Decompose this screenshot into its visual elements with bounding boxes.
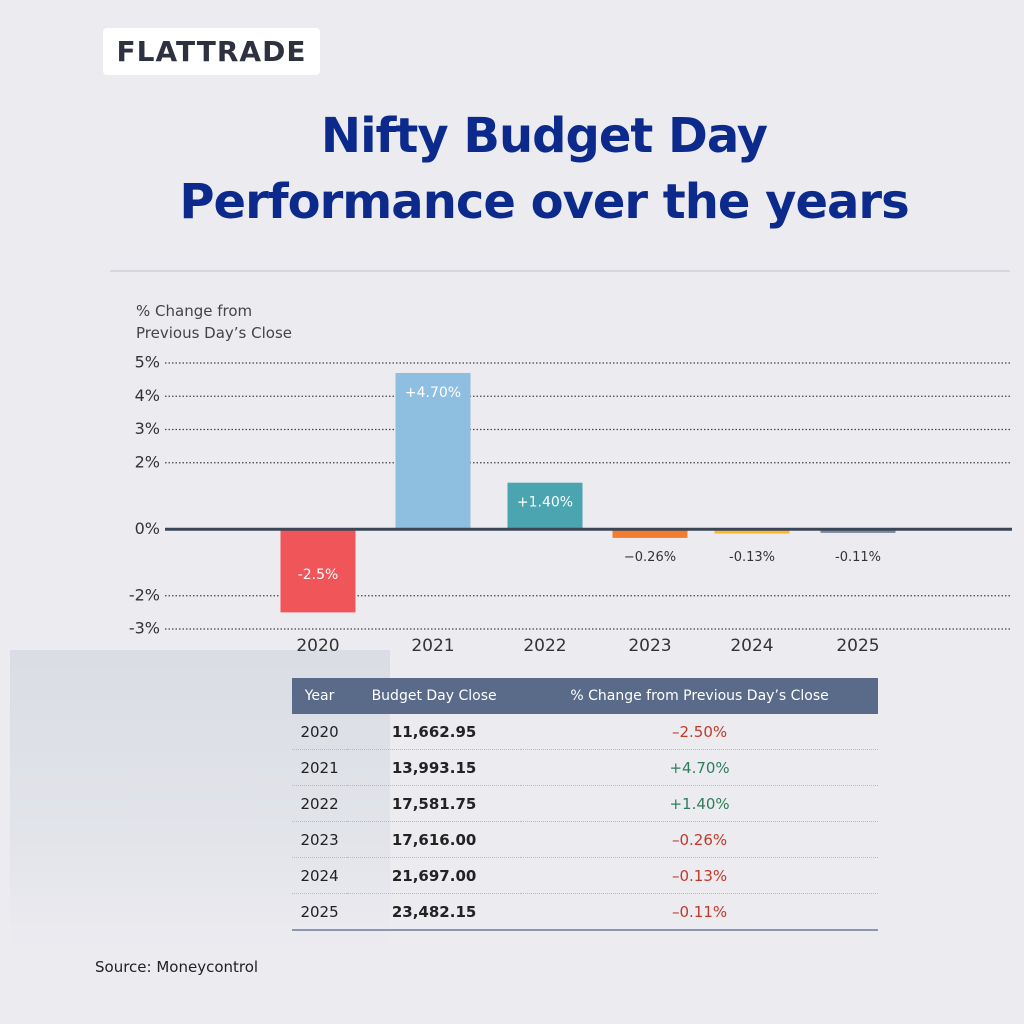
table-cell: –0.13% [521,857,878,894]
table-cell: 17,616.00 [347,821,522,858]
x-tick-label: 2023 [628,636,671,656]
x-tick-label: 2021 [411,636,454,656]
table-cell: 2020 [292,714,348,750]
header-cell: % Change from Previous Day’s Close [521,678,878,714]
y-tick-label: 3% [135,419,160,438]
bar [395,372,471,530]
logo: FLATTRADE [103,28,320,75]
x-tick-label: 2022 [523,636,566,656]
y-tick-label: 0% [135,519,160,538]
x-tick-label: 2020 [296,636,339,656]
table-row: 2025 23,482.15 –0.11% [292,893,878,931]
y-tick-label: 5% [135,353,160,372]
y-tick-label: -2% [129,585,160,604]
table-cell: 2024 [292,857,348,894]
x-tick-label: 2025 [836,636,879,656]
table-cell: +4.70% [521,749,878,786]
bar [612,529,688,538]
table-cell: 11,662.95 [347,714,522,750]
source: Source: Moneycontrol [95,958,259,976]
table-cell: 2025 [292,893,348,931]
table-row: 2020 11,662.95 –2.50% [292,714,878,750]
y-tick-label: 4% [135,386,160,405]
y-axis-label: % Change from Previous Day’s Close [136,302,292,342]
table-cell: 2021 [292,749,348,786]
bar [280,529,356,613]
table-header: Year Budget Day Close% Change from Previo… [292,678,878,714]
header-cell: Budget Day Close [347,678,522,714]
table-cell: 13,993.15 [347,749,522,786]
y-tick-label: 2% [135,452,160,471]
title: Performance over the years [179,174,909,230]
value-label: −0.26% [624,550,676,565]
value-label: +4.70% [405,385,461,401]
value-label: -0.11% [835,550,881,565]
header-cell: Year [292,678,348,714]
x-tick-label: 2024 [730,636,773,656]
table-cell: –0.11% [521,893,878,931]
table-row: 2024 21,697.00 –0.13% [292,857,878,894]
bar [820,529,896,533]
table-row: 2021 13,993.15 +4.70% [292,749,878,786]
table-cell: –0.26% [521,821,878,858]
y-tick-label: -3% [129,619,160,638]
table-row: 2022 17,581.75 +1.40% [292,785,878,822]
chart: 5% 4% 3% 2% 0% -2% -3% 2020 -2.5% 2021 +4.70% 2022 +… [129,353,1012,656]
value-label: -2.5% [298,567,339,583]
table-cell: –2.50% [521,714,878,750]
title: Nifty Budget Day [320,108,768,164]
bar [507,482,583,530]
table-row: 2023 17,616.00 –0.26% [292,821,878,858]
data-table: Year Budget Day Close% Change from Previo… [292,678,878,931]
table-cell: 23,482.15 [347,893,522,931]
table-cell: +1.40% [521,785,878,822]
table-cell: 21,697.00 [347,857,522,894]
value-label: +1.40% [517,495,573,511]
table-cell: 2023 [292,821,348,858]
divider [110,270,1010,272]
table-cell: 17,581.75 [347,785,522,822]
value-label: -0.13% [729,550,775,565]
bar [714,529,790,534]
table-cell: 2022 [292,785,348,822]
